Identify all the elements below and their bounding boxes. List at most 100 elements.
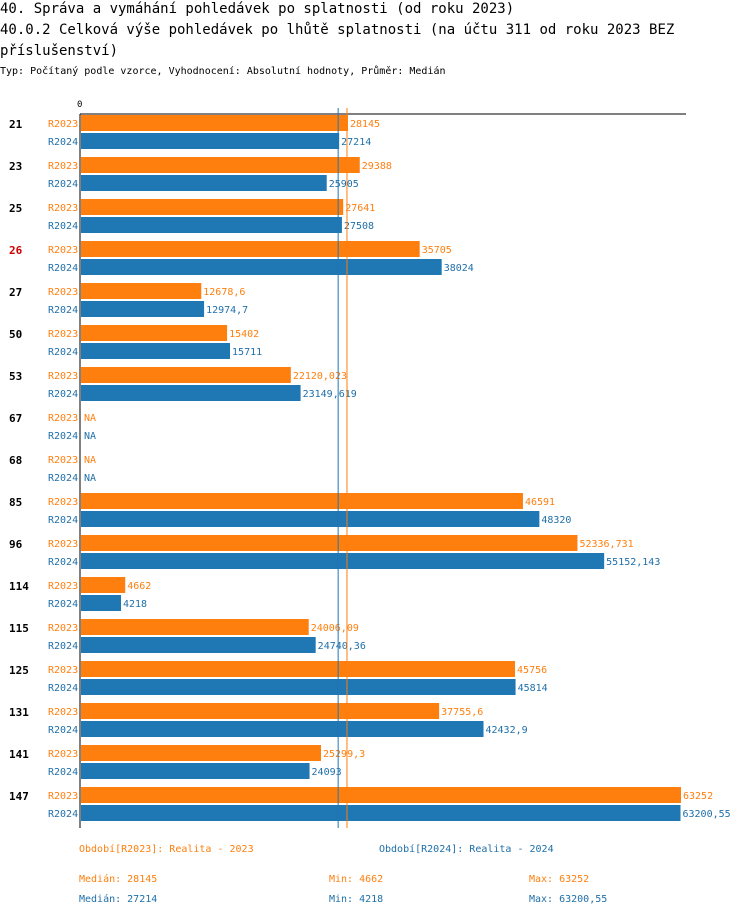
series-row-label: R2024 — [48, 641, 78, 652]
data-label: 25905 — [329, 179, 359, 190]
category-label: 21 — [9, 118, 23, 131]
series-row-label: R2024 — [48, 557, 78, 568]
series-row-label: R2023 — [48, 665, 78, 676]
series-row-label: R2024 — [48, 599, 78, 610]
chart-title-line-3: příslušenství) — [0, 43, 119, 59]
bar — [81, 385, 301, 401]
stat-r2024-median: Medián: 27214 — [79, 894, 158, 905]
series-row-label: R2024 — [48, 179, 78, 190]
data-label: 35705 — [422, 245, 452, 256]
data-label: 12678,6 — [203, 287, 245, 298]
stat-r2024-min: Min: 4218 — [329, 894, 384, 905]
bar — [81, 259, 442, 275]
stat-r2023-max: Max: 63252 — [529, 874, 590, 885]
data-label: 48320 — [541, 515, 571, 526]
series-row-label: R2024 — [48, 683, 78, 694]
bar — [81, 577, 126, 593]
legend-r2024: Období[R2024]: Realita - 2024 — [379, 844, 554, 855]
series-row-label: R2024 — [48, 431, 78, 442]
data-label: NA — [84, 455, 96, 466]
series-row-label: R2024 — [48, 389, 78, 400]
series-row-label: R2023 — [48, 203, 78, 214]
stat-r2023-min: Min: 4662 — [329, 874, 384, 885]
data-label: 63200,55 — [683, 809, 731, 820]
data-label: 29388 — [362, 161, 392, 172]
category-label: 147 — [9, 790, 29, 803]
x-axis-zero-label: 0 — [77, 100, 82, 110]
data-label: 55152,143 — [606, 557, 660, 568]
bar — [81, 157, 360, 173]
data-label: 45756 — [517, 665, 547, 676]
bar — [81, 175, 327, 191]
series-row-label: R2024 — [48, 473, 78, 484]
bar — [81, 115, 348, 131]
bar — [81, 553, 605, 569]
stat-r2023-median: Medián: 28145 — [79, 874, 158, 885]
series-row-label: R2023 — [48, 329, 78, 340]
series-row-label: R2024 — [48, 137, 78, 148]
bar — [81, 325, 228, 341]
category-label: 25 — [9, 202, 22, 215]
bar — [81, 283, 202, 299]
bar — [81, 619, 309, 635]
series-row-label: R2024 — [48, 263, 78, 274]
data-label: 42432,9 — [486, 725, 528, 736]
series-row-label: R2023 — [48, 455, 78, 466]
data-label: 27641 — [345, 203, 375, 214]
data-label: 46591 — [525, 497, 555, 508]
series-row-label: R2023 — [48, 119, 78, 130]
data-label: NA — [84, 473, 96, 484]
data-label: 45814 — [518, 683, 548, 694]
chart-title-line-2: 40.0.2 Celková výše pohledávek po lhůtě … — [0, 22, 675, 38]
data-label: 24006,09 — [311, 623, 359, 634]
series-row-label: R2023 — [48, 623, 78, 634]
series-row-label: R2023 — [48, 371, 78, 382]
data-label: 4662 — [127, 581, 151, 592]
bar — [81, 637, 316, 653]
bar — [81, 661, 516, 677]
series-row-label: R2023 — [48, 707, 78, 718]
bar — [81, 241, 420, 257]
category-label: 141 — [9, 748, 29, 761]
data-label: 24740,36 — [318, 641, 366, 652]
series-row-label: R2024 — [48, 515, 78, 526]
bar — [81, 679, 516, 695]
category-label: 115 — [9, 622, 29, 635]
data-label: 27508 — [344, 221, 374, 232]
series-row-label: R2024 — [48, 347, 78, 358]
chart-subtitle: Typ: Počítaný podle vzorce, Vyhodnocení:… — [0, 66, 446, 77]
data-label: 22120,023 — [293, 371, 347, 382]
category-label: 26 — [9, 244, 23, 257]
data-label: 63252 — [683, 791, 713, 802]
data-label: NA — [84, 431, 96, 442]
data-label: 25299,3 — [323, 749, 365, 760]
data-label: 12974,7 — [206, 305, 248, 316]
data-label: 27214 — [341, 137, 371, 148]
bar — [81, 301, 205, 317]
data-label: 4218 — [123, 599, 147, 610]
chart-title-line-1: 40. Správa a vymáhání pohledávek po spla… — [0, 1, 515, 17]
series-row-label: R2024 — [48, 221, 78, 232]
series-row-label: R2023 — [48, 539, 78, 550]
category-label: 50 — [9, 328, 22, 341]
bar — [81, 595, 122, 611]
data-label: 28145 — [350, 119, 380, 130]
bar — [81, 745, 321, 761]
bar — [81, 721, 484, 737]
bar — [81, 217, 342, 233]
bar — [81, 787, 681, 803]
bar — [81, 703, 440, 719]
series-row-label: R2023 — [48, 791, 78, 802]
data-label: 15402 — [229, 329, 259, 340]
category-label: 27 — [9, 286, 22, 299]
series-row-label: R2024 — [48, 809, 78, 820]
data-label: 24093 — [312, 767, 342, 778]
category-label: 68 — [9, 454, 22, 467]
series-row-label: R2023 — [48, 413, 78, 424]
series-row-label: R2024 — [48, 767, 78, 778]
bar — [81, 511, 540, 527]
bar — [81, 493, 523, 509]
data-label: NA — [84, 413, 96, 424]
data-label: 37755,6 — [441, 707, 483, 718]
